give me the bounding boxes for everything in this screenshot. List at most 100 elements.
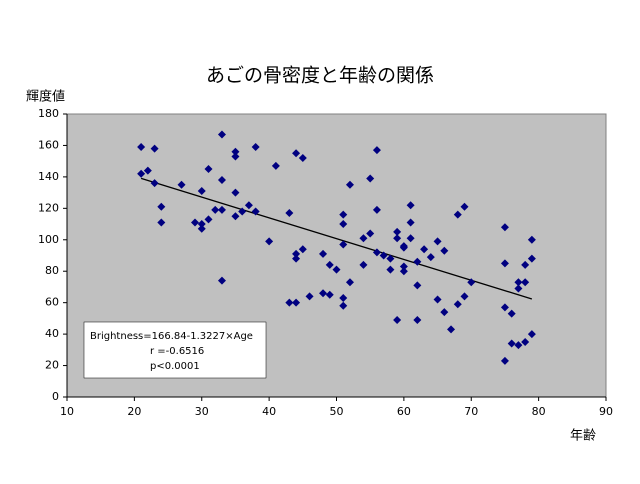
x-tick-label: 80 <box>532 405 546 418</box>
point <box>197 187 206 196</box>
point <box>217 176 226 185</box>
point <box>238 207 247 216</box>
x-tick-label: 90 <box>599 405 613 418</box>
point <box>406 218 415 227</box>
annotation-text: p<0.0001 <box>150 361 200 372</box>
y-tick-label: 120 <box>38 201 59 214</box>
point <box>325 260 334 269</box>
point <box>413 315 422 324</box>
point <box>197 224 206 233</box>
point <box>386 254 395 263</box>
point <box>339 210 348 219</box>
point <box>372 205 381 214</box>
point <box>393 234 402 243</box>
x-tick-label: 60 <box>397 405 411 418</box>
point <box>339 293 348 302</box>
point <box>191 218 200 227</box>
point <box>339 301 348 310</box>
point <box>514 341 523 350</box>
y-tick-label: 80 <box>45 264 59 277</box>
chart-title: あごの骨密度と年齢の関係 <box>206 65 434 87</box>
point <box>399 267 408 276</box>
point <box>399 243 408 252</box>
point <box>298 245 307 254</box>
point <box>143 166 152 175</box>
point <box>366 229 375 238</box>
point <box>292 149 301 158</box>
point <box>325 290 334 299</box>
point <box>285 209 294 218</box>
point <box>393 315 402 324</box>
y-tick-label: 140 <box>38 170 59 183</box>
point <box>271 161 280 170</box>
point <box>406 201 415 210</box>
point <box>197 220 206 229</box>
point <box>507 339 516 348</box>
point <box>251 143 260 152</box>
point <box>399 262 408 271</box>
x-axis-label: 年齢 <box>570 429 596 444</box>
y-tick-label: 0 <box>52 390 59 403</box>
y-tick-label: 100 <box>38 233 59 246</box>
point <box>521 337 530 346</box>
point <box>359 260 368 269</box>
point <box>231 188 240 197</box>
point <box>447 325 456 334</box>
point <box>440 308 449 317</box>
point <box>292 298 301 307</box>
point <box>413 281 422 290</box>
point <box>406 234 415 243</box>
point <box>507 309 516 318</box>
point <box>460 292 469 301</box>
point <box>500 223 509 232</box>
y-tick-label: 20 <box>45 359 59 372</box>
point <box>514 284 523 293</box>
point <box>217 205 226 214</box>
point <box>345 180 354 189</box>
point <box>453 300 462 309</box>
x-tick-label: 30 <box>195 405 209 418</box>
point <box>460 202 469 211</box>
x-tick-label: 40 <box>262 405 276 418</box>
point <box>177 180 186 189</box>
trendline <box>140 177 533 300</box>
x-tick-label: 10 <box>60 405 74 418</box>
y-axis-label: 輝度値 <box>26 89 65 105</box>
point <box>217 130 226 139</box>
point <box>386 265 395 274</box>
y-tick-label: 40 <box>45 327 59 340</box>
point <box>305 292 314 301</box>
point <box>231 152 240 161</box>
point <box>426 253 435 262</box>
point <box>204 215 213 224</box>
point <box>420 245 429 254</box>
point <box>413 257 422 266</box>
point <box>433 295 442 304</box>
point <box>204 165 213 174</box>
point <box>217 276 226 285</box>
x-tick-label: 70 <box>464 405 478 418</box>
point <box>231 212 240 221</box>
annotation-box <box>83 321 267 379</box>
point <box>359 234 368 243</box>
point <box>500 356 509 365</box>
point <box>244 201 253 210</box>
point <box>467 278 476 287</box>
point <box>137 143 146 152</box>
point <box>527 330 536 339</box>
point <box>285 298 294 307</box>
point <box>339 240 348 249</box>
point <box>514 278 523 287</box>
point <box>319 249 328 258</box>
point <box>319 289 328 298</box>
point <box>521 260 530 269</box>
point <box>500 303 509 312</box>
y-tick-label: 160 <box>38 138 59 151</box>
point <box>332 265 341 274</box>
point <box>372 248 381 257</box>
point <box>366 174 375 183</box>
point <box>527 235 536 244</box>
point <box>339 220 348 229</box>
y-tick-label: 60 <box>45 296 59 309</box>
x-tick-label: 20 <box>127 405 141 418</box>
